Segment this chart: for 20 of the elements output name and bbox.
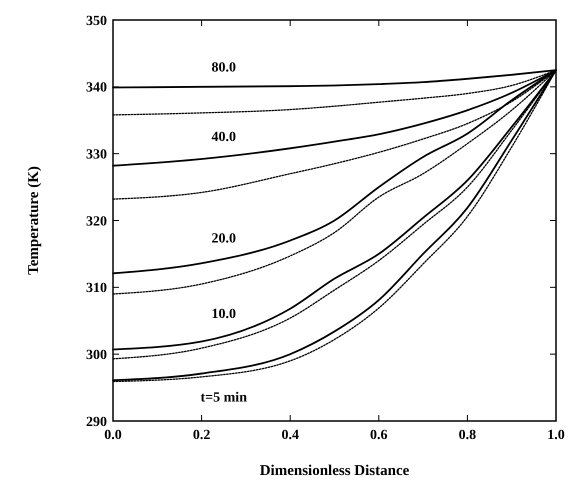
series-label: 80.0 <box>212 60 236 76</box>
x-tick-label: 0.0 <box>104 428 122 443</box>
y-tick-label: 310 <box>86 281 107 296</box>
x-tick-label: 0.2 <box>192 428 210 443</box>
y-tick-label: 290 <box>86 414 107 430</box>
y-tick-label: 330 <box>86 148 107 163</box>
series-label: 40.0 <box>212 130 236 146</box>
x-tick-label: 0.6 <box>370 428 388 443</box>
y-tick-label: 300 <box>86 348 107 364</box>
x-axis-title: Dimensionless Distance <box>260 463 410 479</box>
series-label: 10.0 <box>212 307 236 322</box>
y-tick-label: 350 <box>86 14 107 29</box>
series-label: t=5 min <box>200 390 248 406</box>
series-label: 20.0 <box>212 231 236 246</box>
x-tick-label: 0.4 <box>281 428 299 443</box>
x-tick-label: 0.8 <box>458 428 476 443</box>
y-tick-label: 320 <box>86 214 107 230</box>
y-tick-label: 340 <box>86 80 107 96</box>
x-tick-label: 1.0 <box>547 428 565 443</box>
y-axis-title: Temperature (K) <box>26 166 42 275</box>
